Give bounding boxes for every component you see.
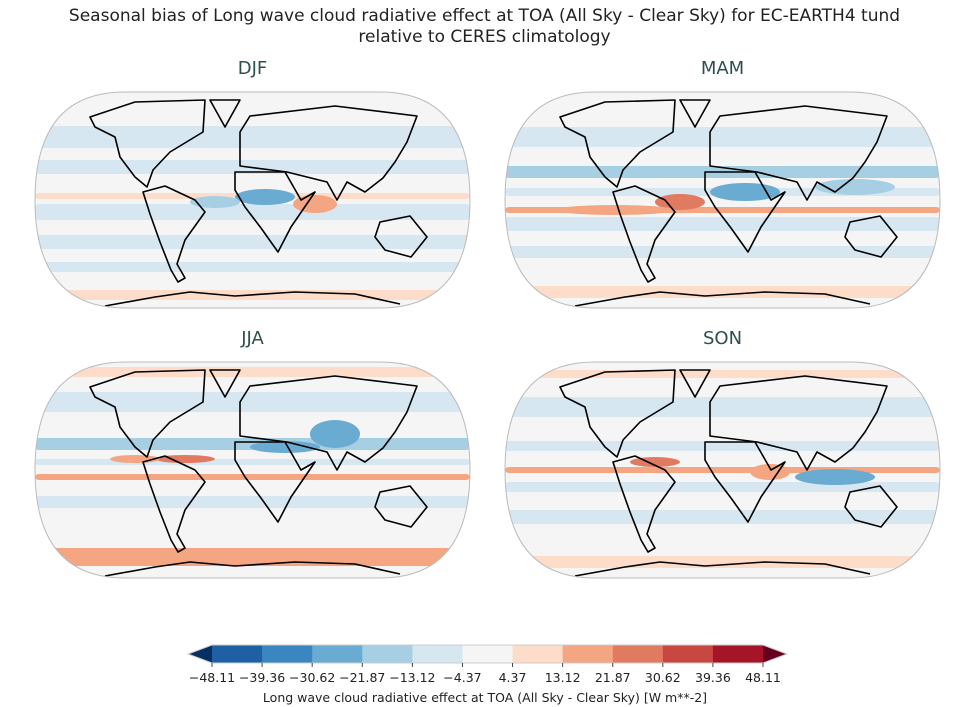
colorbar-tick-label: −13.12 <box>389 670 435 685</box>
colorbar-tick-label: −4.37 <box>443 670 481 685</box>
bias-band <box>35 235 470 249</box>
colorbar-tick-label: 4.37 <box>499 670 527 685</box>
colorbar-tick-label: −21.87 <box>339 670 385 685</box>
colorbar-segment <box>462 645 514 663</box>
figure-title-line1: Seasonal bias of Long wave cloud radiati… <box>68 6 901 26</box>
bias-feature <box>310 420 360 448</box>
colorbar-tick-label: −48.11 <box>189 670 235 685</box>
figure-title-line2: relative to CERES climatology <box>358 27 611 47</box>
map-panel-mam <box>504 91 941 309</box>
panel-title-djf: DJF <box>237 58 268 79</box>
colorbar-segment <box>712 645 764 663</box>
panel-title-jja: JJA <box>241 328 264 349</box>
bias-band <box>35 474 470 480</box>
bias-band <box>35 262 470 272</box>
bias-band <box>505 397 940 417</box>
bias-feature <box>750 464 790 480</box>
colorbar-segment <box>412 645 463 663</box>
colorbar-segment <box>362 645 413 663</box>
bias-feature <box>250 441 320 453</box>
map-border <box>504 361 941 579</box>
map-panel-son <box>504 361 941 579</box>
colorbar-extend-low <box>188 645 212 663</box>
bias-feature <box>710 183 780 201</box>
colorbar-segment <box>312 645 363 663</box>
bias-band <box>505 286 940 298</box>
bias-feature <box>235 189 295 205</box>
colorbar-tick-label: −39.36 <box>239 670 285 685</box>
bias-band <box>505 370 940 378</box>
bias-band <box>505 246 940 258</box>
bias-band <box>35 204 470 220</box>
map-background <box>505 92 940 308</box>
bias-band <box>505 127 940 147</box>
bias-band <box>505 556 940 568</box>
colorbar-segment <box>212 645 263 663</box>
bias-band <box>35 392 470 412</box>
colorbar-segment <box>262 645 313 663</box>
bias-feature <box>190 196 240 208</box>
colorbar-segment <box>512 645 564 663</box>
colorbar-tick-label: 48.11 <box>745 670 781 685</box>
map-border <box>504 91 941 309</box>
bias-band <box>35 438 470 450</box>
colorbar-label: Long wave cloud radiative effect at TOA … <box>263 690 707 705</box>
bias-band <box>505 510 940 524</box>
map-border <box>34 91 471 309</box>
colorbar-extend-high <box>763 645 787 663</box>
bias-band <box>35 459 470 465</box>
colorbar-tick-label: 30.62 <box>645 670 681 685</box>
panel-title-mam: MAM <box>700 58 745 79</box>
map-border <box>34 361 471 579</box>
colorbar-tick-label: 39.36 <box>695 670 731 685</box>
bias-feature <box>555 205 675 215</box>
colorbar-tick-label: −30.62 <box>289 670 335 685</box>
bias-feature <box>655 194 705 210</box>
colorbar-segment <box>612 645 664 663</box>
map-panel-jja <box>34 361 471 579</box>
colorbar-tick-label: 13.12 <box>545 670 581 685</box>
bias-feature <box>795 469 875 485</box>
bias-band <box>505 441 940 451</box>
bias-band <box>35 367 470 377</box>
colorbar: −48.11 −39.36 −30.62 −21.87 −13.12 −4.37 4.37 1… <box>186 644 789 685</box>
bias-feature <box>155 455 215 463</box>
bias-band <box>35 496 470 508</box>
panel-title-son: SON <box>702 328 743 349</box>
bias-band <box>35 126 470 148</box>
bias-band <box>505 217 940 231</box>
colorbar-segment <box>662 645 714 663</box>
colorbar-tick-label: 21.87 <box>595 670 631 685</box>
bias-band <box>35 548 470 566</box>
colorbar-segment <box>562 645 614 663</box>
map-panel-djf <box>34 91 471 309</box>
bias-band <box>505 467 940 473</box>
